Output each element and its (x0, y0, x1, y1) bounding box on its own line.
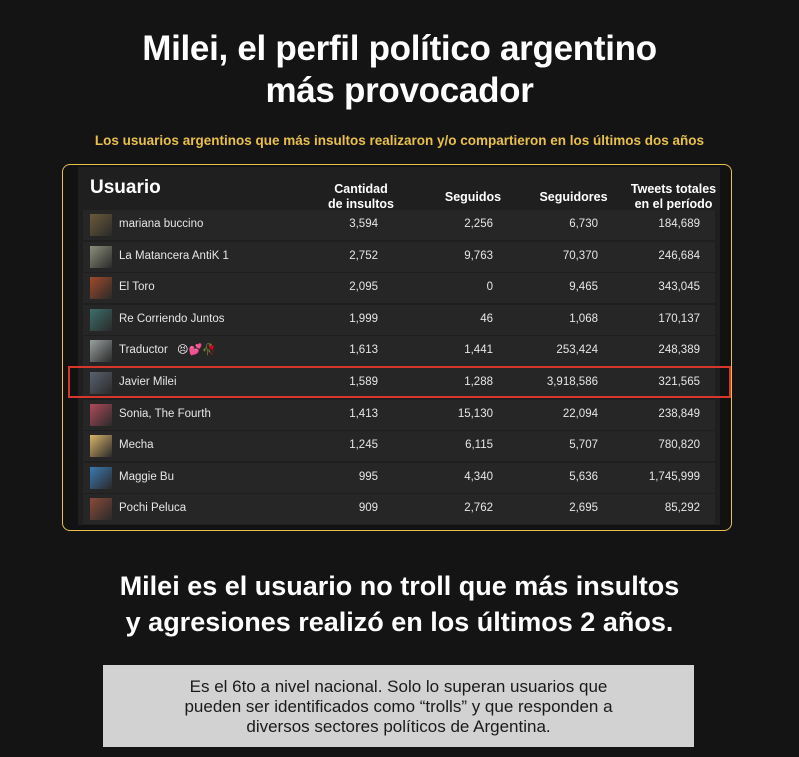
user-name: Traductor (119, 344, 168, 357)
avatar (90, 498, 112, 521)
followers-count: 3,918,586 (546, 376, 598, 388)
note-line-3: diversos sectores políticos de Argentina… (246, 717, 551, 736)
followers-count: 5,707 (569, 439, 598, 452)
followers-count: 253,424 (556, 344, 598, 357)
insults-count: 2,752 (349, 249, 378, 262)
following-count: 6,115 (465, 439, 493, 452)
tweets-count: 184,689 (658, 218, 700, 230)
tweets-count: 248,389 (658, 344, 700, 357)
following-count: 2,762 (464, 502, 493, 515)
note-line-2: pueden ser identificados como “trolls” y… (184, 697, 613, 716)
following-count: 0 (486, 281, 493, 294)
table-row: El Toro 2,095 0 9,465 343,045 (83, 273, 715, 304)
followers-count: 70,370 (562, 249, 598, 262)
avatar (90, 372, 112, 394)
following-count: 1,441 (464, 344, 493, 357)
user-name: Re Corriendo Juntos (119, 312, 225, 325)
followers-count: 1,068 (569, 312, 598, 325)
avatar (90, 340, 112, 363)
conclusion-line-2: y agresiones realizó en los últimos 2 añ… (125, 607, 674, 637)
table-row: Mecha 1,245 6,115 5,707 780,820 (83, 431, 715, 462)
user-name: Sonia, The Fourth (119, 407, 211, 420)
tweets-count: 1,745,999 (648, 470, 700, 483)
avatar (90, 277, 112, 300)
insults-count: 909 (358, 502, 378, 515)
insults-count: 1,613 (349, 344, 378, 357)
header-user: Usuario (90, 177, 161, 198)
table-row: Maggie Bu 995 4,340 5,636 1,745,999 (83, 462, 715, 493)
followers-count: 9,465 (569, 281, 598, 294)
insults-count: 1,589 (349, 376, 378, 388)
table-row: Re Corriendo Juntos 1,999 46 1,068 170,137 (83, 304, 715, 335)
tweets-count: 238,849 (658, 407, 700, 420)
following-count: 4,340 (464, 470, 493, 483)
followers-count: 5,636 (569, 470, 598, 483)
user-name: La Matancera AntiK 1 (119, 249, 229, 262)
conclusion-heading: Milei es el usuario no troll que más ins… (0, 568, 799, 640)
table-row: Traductor 😣💕🥀 1,613 1,441 253,424 248,389 (83, 336, 715, 367)
avatar (90, 308, 112, 331)
tweets-count: 246,684 (658, 249, 700, 262)
header-tweets-line1: Tweets totales (630, 182, 717, 196)
header-followers: Seguidores (539, 189, 608, 204)
user-name: Maggie Bu (119, 470, 174, 483)
following-count: 1,288 (464, 376, 493, 388)
avatar (90, 403, 112, 426)
table-row: Sonia, The Fourth 1,413 15,130 22,094 238,84… (83, 399, 715, 430)
insults-count: 3,594 (349, 218, 378, 230)
page-title: Milei, el perfil político argentino más … (0, 28, 799, 112)
table-row: mariana buccino 3,594 2,256 6,730 184,689 (83, 210, 715, 240)
table-row: Pochi Peluca 909 2,762 2,695 85,292 (83, 494, 715, 525)
tweets-count: 343,045 (658, 281, 700, 294)
title-line-1: Milei, el perfil político argentino (142, 29, 657, 68)
insults-count: 1,413 (349, 407, 378, 420)
following-count: 15,130 (457, 407, 493, 420)
avatar (90, 214, 112, 236)
conclusion-line-1: Milei es el usuario no troll que más ins… (119, 571, 680, 601)
user-name: El Toro (119, 281, 155, 294)
header-insults: Cantidad de insultos (316, 173, 406, 221)
tweets-count: 170,137 (658, 312, 700, 325)
note-box: Es el 6to a nivel nacional. Solo lo supe… (103, 665, 694, 747)
following-count: 9,763 (464, 249, 493, 262)
user-name: mariana buccino (119, 218, 204, 230)
insults-count: 995 (358, 470, 378, 483)
tweets-count: 85,292 (664, 502, 700, 515)
followers-count: 22,094 (562, 407, 598, 420)
header-tweets-line2: en el período (634, 197, 713, 211)
subtitle: Los usuarios argentinos que más insultos… (94, 133, 705, 148)
insults-count: 1,245 (349, 439, 378, 452)
tweets-count: 780,820 (658, 439, 700, 452)
table-row: La Matancera AntiK 1 2,752 9,763 70,370 246,… (83, 241, 715, 272)
tweets-count: 321,565 (658, 376, 700, 388)
header-following: Seguidos (444, 189, 502, 204)
insults-count: 1,999 (349, 312, 378, 325)
ranking-table: Usuario Cantidad de insultos Seguidos Seg… (78, 167, 720, 525)
following-count: 46 (480, 312, 493, 325)
header-tweets: Tweets totales en el período (621, 173, 726, 221)
user-name-emojis: 😣💕🥀 (177, 344, 216, 357)
milei-highlight-box (68, 366, 731, 398)
user-name: Javier Milei (119, 376, 177, 388)
table-row: Javier Milei 1,589 1,288 3,918,586 321,565 (83, 368, 715, 398)
header-insults-line2: de insultos (328, 197, 394, 211)
followers-count: 2,695 (569, 502, 598, 515)
avatar (90, 466, 112, 489)
avatar (90, 245, 112, 268)
followers-count: 6,730 (569, 218, 598, 230)
header-insults-line1: Cantidad (334, 182, 388, 196)
following-count: 2,256 (464, 218, 493, 230)
insults-count: 2,095 (349, 281, 378, 294)
user-name: Mecha (119, 439, 154, 452)
title-line-2: más provocador (265, 71, 534, 110)
note-line-1: Es el 6to a nivel nacional. Solo lo supe… (189, 677, 608, 696)
avatar (90, 435, 112, 458)
user-name: Pochi Peluca (119, 502, 187, 515)
